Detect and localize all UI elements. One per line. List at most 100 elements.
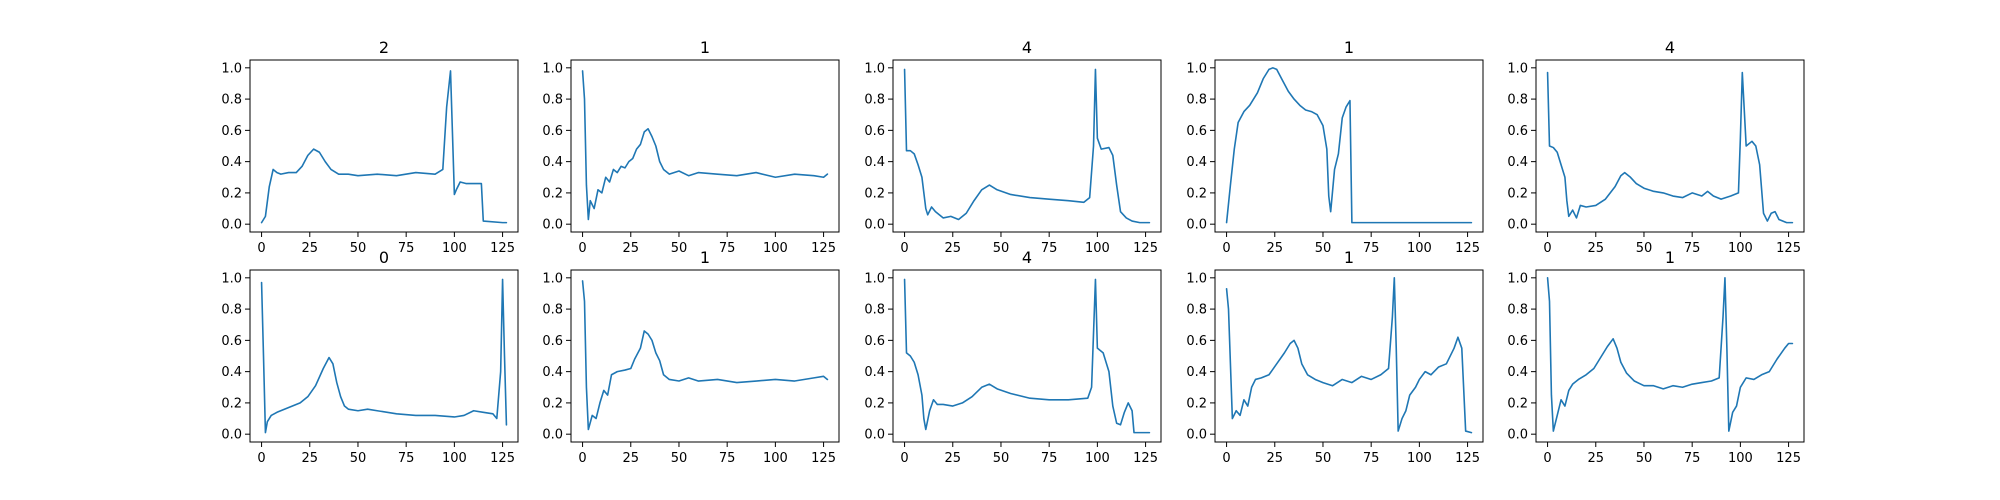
x-tick-label: 75 [1684,241,1701,256]
x-tick-label: 25 [1266,241,1283,256]
x-tick-label: 0 [257,451,265,466]
x-tick-label: 25 [622,451,639,466]
subplot-title: 1 [1344,38,1354,57]
subplot-9: 1 0 25 50 75 100 125 0.0 0.2 0.4 0.6 0.8 1.0 [1186,248,1484,466]
x-tick-label: 125 [490,451,515,466]
x-tick-label: 100 [1407,241,1432,256]
plot-frame [1535,269,1805,443]
x-tick-label: 125 [1455,241,1480,256]
y-tick-label: 1.0 [1507,61,1528,76]
x-tick-label: 25 [301,451,318,466]
x-tick-label: 25 [1587,241,1604,256]
y-tick-label: 1.0 [1507,271,1528,286]
subplot-title: 0 [379,248,389,267]
subplot-title: 4 [1022,248,1032,267]
y-tick-label: 0.0 [1507,428,1528,443]
y-tick-label: 1.0 [221,61,242,76]
y-tick-label: 0.6 [221,334,242,349]
plot-frame [249,59,519,233]
x-tick-label: 75 [398,451,415,466]
series-line [260,278,508,434]
x-tick-label: 0 [1543,451,1551,466]
y-tick-label: 0.4 [542,365,563,380]
y-tick-label: 1.0 [1186,61,1207,76]
plot-frame [570,269,840,443]
y-tick-label: 0.0 [542,218,563,233]
x-tick-label: 75 [1041,451,1058,466]
x-tick-label: 125 [1133,451,1158,466]
x-tick-label: 0 [1222,241,1230,256]
y-tick-label: 0.0 [1507,218,1528,233]
x-tick-label: 75 [719,451,736,466]
x-tick-label: 50 [671,451,688,466]
y-tick-label: 0.2 [221,186,242,201]
x-tick-label: 100 [1085,451,1110,466]
y-tick-label: 0.6 [1186,334,1207,349]
subplot-4: 1 0 25 50 75 100 125 0.0 0.2 0.4 0.6 0.8 1.0 [1186,38,1484,256]
y-tick-label: 0.8 [864,303,885,318]
x-tick-label: 0 [900,451,908,466]
y-tick-label: 0.4 [864,365,885,380]
y-tick-label: 0.6 [864,124,885,139]
y-tick-label: 0.4 [542,155,563,170]
x-tick-label: 50 [1636,241,1653,256]
subplot-title: 4 [1665,38,1675,57]
y-tick-label: 0.6 [1507,124,1528,139]
y-tick-label: 0.8 [221,93,242,108]
x-tick-label: 0 [900,241,908,256]
x-tick-label: 125 [1776,451,1801,466]
subplot-title: 1 [1665,248,1675,267]
x-tick-label: 0 [257,241,265,256]
series-line [903,278,1151,434]
y-tick-label: 0.2 [864,396,885,411]
subplot-3: 4 0 25 50 75 100 125 0.0 0.2 0.4 0.6 0.8 1.0 [864,38,1162,256]
x-tick-label: 25 [301,241,318,256]
plot-frame [1214,269,1484,443]
subplot-title: 1 [1344,248,1354,267]
x-tick-label: 100 [1407,451,1432,466]
subplot-6: 0 0 25 50 75 100 125 0.0 0.2 0.4 0.6 0.8 1.0 [221,248,519,466]
series-line [260,70,508,224]
x-tick-label: 0 [578,241,586,256]
subplot-2: 1 0 25 50 75 100 125 0.0 0.2 0.4 0.6 0.8 1.0 [542,38,840,256]
y-tick-label: 0.8 [1186,303,1207,318]
x-tick-label: 50 [1315,241,1332,256]
x-tick-label: 50 [993,241,1010,256]
x-tick-label: 75 [1363,451,1380,466]
y-tick-label: 0.2 [542,186,563,201]
x-tick-label: 100 [442,241,467,256]
x-tick-label: 100 [763,241,788,256]
y-tick-label: 0.4 [1186,365,1207,380]
y-tick-label: 0.0 [864,218,885,233]
y-tick-label: 0.6 [1186,124,1207,139]
y-tick-label: 0.6 [542,124,563,139]
x-tick-label: 25 [622,241,639,256]
x-tick-label: 50 [350,241,367,256]
y-tick-label: 0.2 [1507,186,1528,201]
y-tick-label: 0.4 [1507,155,1528,170]
subplot-title: 4 [1022,38,1032,57]
x-tick-label: 0 [578,451,586,466]
x-tick-label: 125 [490,241,515,256]
plot-frame [892,269,1162,443]
subplot-5: 4 0 25 50 75 100 125 0.0 0.2 0.4 0.6 0.8 1.0 [1507,38,1805,256]
plot-frame [570,59,840,233]
y-tick-label: 0.8 [542,303,563,318]
x-tick-label: 75 [398,241,415,256]
x-tick-label: 75 [1684,451,1701,466]
y-tick-label: 0.2 [864,186,885,201]
x-tick-label: 100 [1085,241,1110,256]
y-tick-label: 1.0 [1186,271,1207,286]
x-tick-label: 125 [1776,241,1801,256]
y-tick-label: 0.2 [542,396,563,411]
y-tick-label: 0.0 [221,428,242,443]
series-line [1225,67,1473,224]
y-tick-label: 0.2 [1186,186,1207,201]
y-tick-label: 0.0 [864,428,885,443]
subplot-title: 1 [700,38,710,57]
x-tick-label: 75 [1041,241,1058,256]
series-line [1546,71,1794,224]
y-tick-label: 0.4 [864,155,885,170]
plot-frame [1535,59,1805,233]
x-tick-label: 100 [442,451,467,466]
